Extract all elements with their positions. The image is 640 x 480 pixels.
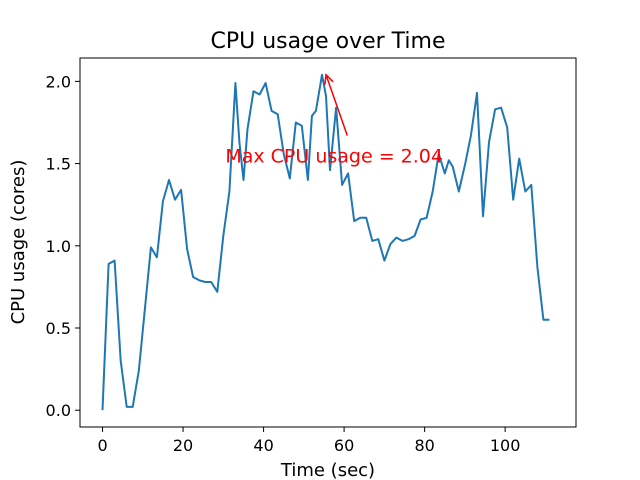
y-axis: 0.0 0.5 1.0 1.5 2.0: [46, 72, 80, 420]
x-tick-label: 60: [334, 436, 354, 455]
chart-title: CPU usage over Time: [211, 29, 446, 54]
y-axis-label: CPU usage (cores): [8, 160, 29, 325]
annotation-text: Max CPU usage = 2.04: [225, 145, 443, 167]
x-tick-label: 100: [490, 436, 521, 455]
x-tick-label: 0: [97, 436, 107, 455]
x-axis: 0 20 40 60 80 100: [97, 427, 520, 455]
y-tick-label: 0.5: [46, 319, 71, 338]
plot-frame: [79, 57, 577, 428]
x-tick-label: 20: [173, 436, 193, 455]
y-tick-label: 1.5: [46, 155, 71, 174]
x-axis-label: Time (sec): [280, 460, 375, 480]
annotation-arrow-shaft: [325, 74, 349, 136]
y-tick-label: 2.0: [46, 72, 71, 91]
y-tick-label: 1.0: [46, 237, 71, 256]
annotation-arrow-head: [324, 73, 334, 85]
x-tick-label: 40: [253, 436, 273, 455]
cpu-usage-series-line: [101, 73, 550, 411]
max-annotation: Max CPU usage = 2.04: [225, 73, 443, 167]
y-tick-label: 0.0: [46, 401, 71, 420]
x-tick-label: 80: [414, 436, 434, 455]
